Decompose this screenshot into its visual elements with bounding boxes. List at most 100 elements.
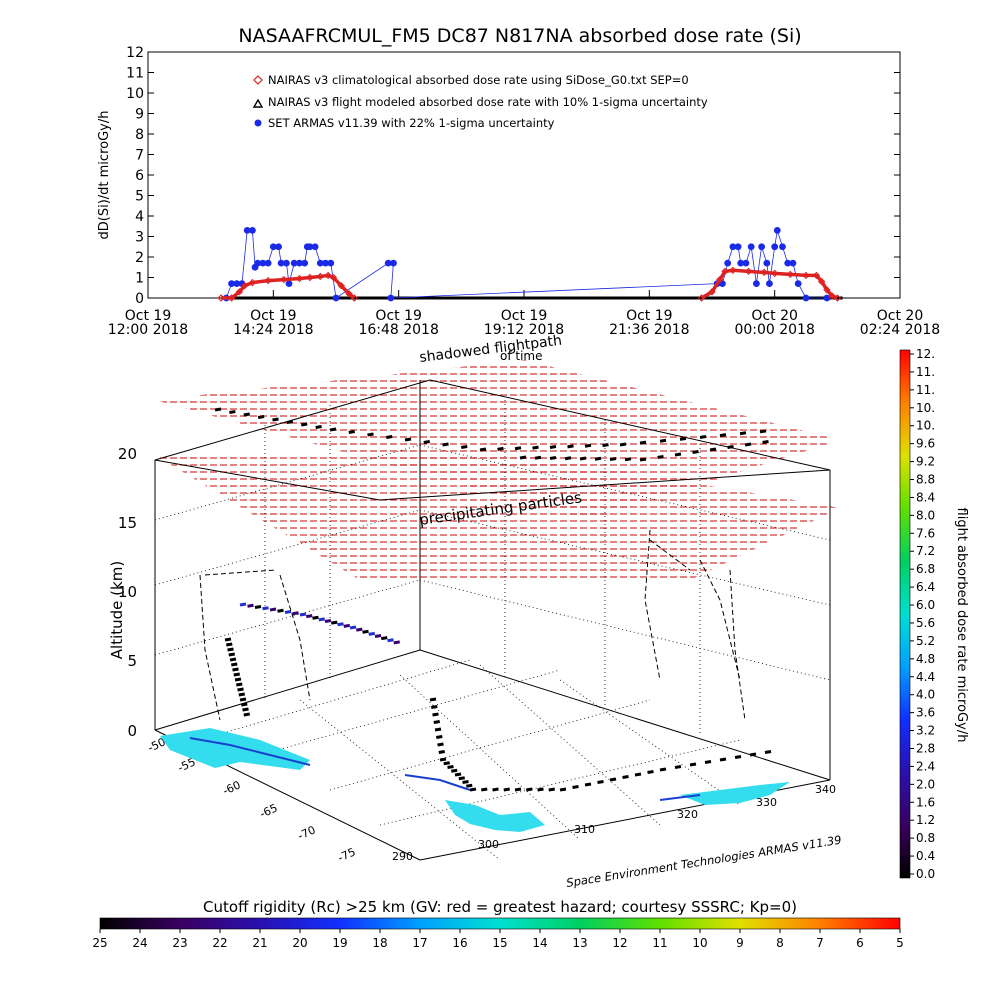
flight-dose-dash: [497, 446, 504, 451]
nairas-climatological-point: [329, 273, 338, 282]
altitude-axis-label: Altitude (km): [108, 561, 126, 659]
flight-dose-dash: [393, 640, 400, 645]
y-tick-label: 12: [126, 45, 144, 61]
armas-point: [779, 243, 786, 251]
bottom-colorbar: [99, 917, 901, 930]
x-tick-label-line1: Oct 19: [375, 308, 421, 324]
nairas-climatological-point: [823, 286, 831, 294]
y-tick-label: 1: [135, 271, 144, 287]
flight-dose-dash: [329, 427, 337, 432]
flight-dose-dash: [659, 767, 667, 772]
bottom-colorbar-tick-label: 9: [736, 936, 744, 950]
flight-dose-dash: [312, 615, 319, 620]
armas-connector: [225, 230, 827, 299]
right-colorbar-tick-label: 1.2: [916, 813, 935, 827]
flight-dose-dash: [239, 602, 247, 607]
bottom-colorbar-tick-label: 12: [612, 936, 627, 950]
right-colorbar: [899, 349, 911, 879]
armas-point: [301, 259, 309, 267]
flight-dose-dash: [619, 442, 627, 447]
right-colorbar-tick-label: 0.4: [916, 849, 935, 863]
armas-point: [322, 259, 329, 267]
armas-point: [729, 243, 737, 251]
flight-dose-dash: [228, 652, 235, 657]
flight-dose-dash: [503, 787, 510, 792]
nairas-climatological-point: [217, 294, 225, 302]
flight-dose-dash: [461, 445, 468, 449]
chart-title: NASAAFRCMUL_FM5 DC87 N817NA absorbed dos…: [238, 25, 801, 47]
armas-point: [387, 294, 395, 302]
armas-point: [789, 259, 797, 267]
longitude-tick: 300: [478, 838, 499, 851]
flight-dose-dash: [559, 787, 567, 792]
flight-dose-dash: [368, 631, 375, 636]
flight-dose-dash: [679, 436, 687, 441]
right-colorbar-tick-label: 11.: [916, 365, 935, 379]
bottom-colorbar-tick-label: 6: [856, 936, 864, 950]
armas-point: [823, 294, 831, 302]
nairas-climatological-point: [760, 268, 768, 277]
armas-point: [254, 259, 262, 267]
right-colorbar-tick-label: 9.2: [916, 455, 935, 469]
flight-dose-dash: [387, 638, 394, 643]
flight-dose-dash: [331, 620, 338, 625]
particle-grid: [155, 360, 840, 580]
armas-point: [249, 226, 256, 234]
flight-dose-dash: [234, 677, 242, 682]
right-colorbar-tick-label: 2.8: [916, 741, 935, 755]
flight-dose-dash: [438, 750, 445, 754]
latitude-tick: -70: [296, 823, 318, 842]
armas-point: [228, 280, 235, 288]
armas-point: [763, 259, 771, 267]
y-tick-label: 0: [135, 291, 144, 307]
flight-dose-dash: [567, 444, 574, 449]
flight-dose-dash: [236, 682, 243, 687]
armas-point: [264, 259, 272, 267]
flight-dose-dash: [286, 420, 294, 424]
x-tick-label-line2: 00:00 2018: [734, 322, 814, 338]
flight-dose-dash: [429, 697, 437, 702]
armas-point: [233, 280, 241, 288]
flight-dose-dash: [433, 720, 440, 724]
right-colorbar-tick-label: 2.4: [916, 759, 935, 773]
right-colorbar-tick-label: 10.: [916, 419, 935, 433]
flight-dose-dash: [356, 627, 363, 632]
right-colorbar-tick-label: 8.4: [916, 490, 935, 504]
flight-dose-dash: [434, 727, 442, 732]
flight-dose-dash: [514, 787, 522, 792]
flight-dose-dash: [744, 442, 752, 447]
flight-dose-dash: [692, 450, 699, 454]
flight-dose-dash: [534, 455, 542, 460]
flight-dose-dash: [318, 617, 325, 622]
flight-dose-dash: [232, 667, 239, 672]
flight-dose-dash: [639, 457, 647, 462]
x-tick-label-line2: 21:36 2018: [609, 322, 689, 338]
right-colorbar-tick-label: 2.0: [916, 777, 935, 791]
right-colorbar-tick-label: 7.2: [916, 544, 935, 558]
legend-marker-diamond: [253, 75, 263, 85]
armas-point: [332, 294, 340, 302]
right-colorbar-tick-label: 11.: [916, 383, 935, 397]
ground-map: [160, 728, 790, 832]
right-colorbar-tick-label: 4.0: [916, 688, 935, 702]
flight-dose-dash: [226, 642, 233, 647]
x-tick-label-line2: 02:24 2018: [860, 322, 940, 338]
right-colorbar-tick-label: 6.8: [916, 562, 935, 576]
flight-dose-dash: [466, 783, 473, 788]
flight-dose-dash: [233, 672, 240, 677]
flight-dose-dash: [514, 446, 522, 451]
flight-dose-dash: [257, 415, 265, 419]
flight-dose-dash: [699, 435, 707, 439]
right-colorbar-tick-label: 4.4: [916, 670, 935, 684]
legend-marker-circle: [254, 119, 262, 127]
nairas-climatological-point: [812, 271, 821, 280]
latitude-tick: -75: [336, 845, 358, 864]
right-colorbar-tick-label: 1.6: [916, 795, 935, 809]
flight-dose-dash: [439, 757, 447, 762]
flight-dose-dash: [224, 637, 232, 642]
nairas-climatological-point: [721, 267, 729, 276]
longitude-axis: 290 300 310 320 330 340: [392, 783, 836, 863]
flight-dose-dash: [447, 765, 454, 769]
flight-dose-dash: [284, 610, 292, 614]
